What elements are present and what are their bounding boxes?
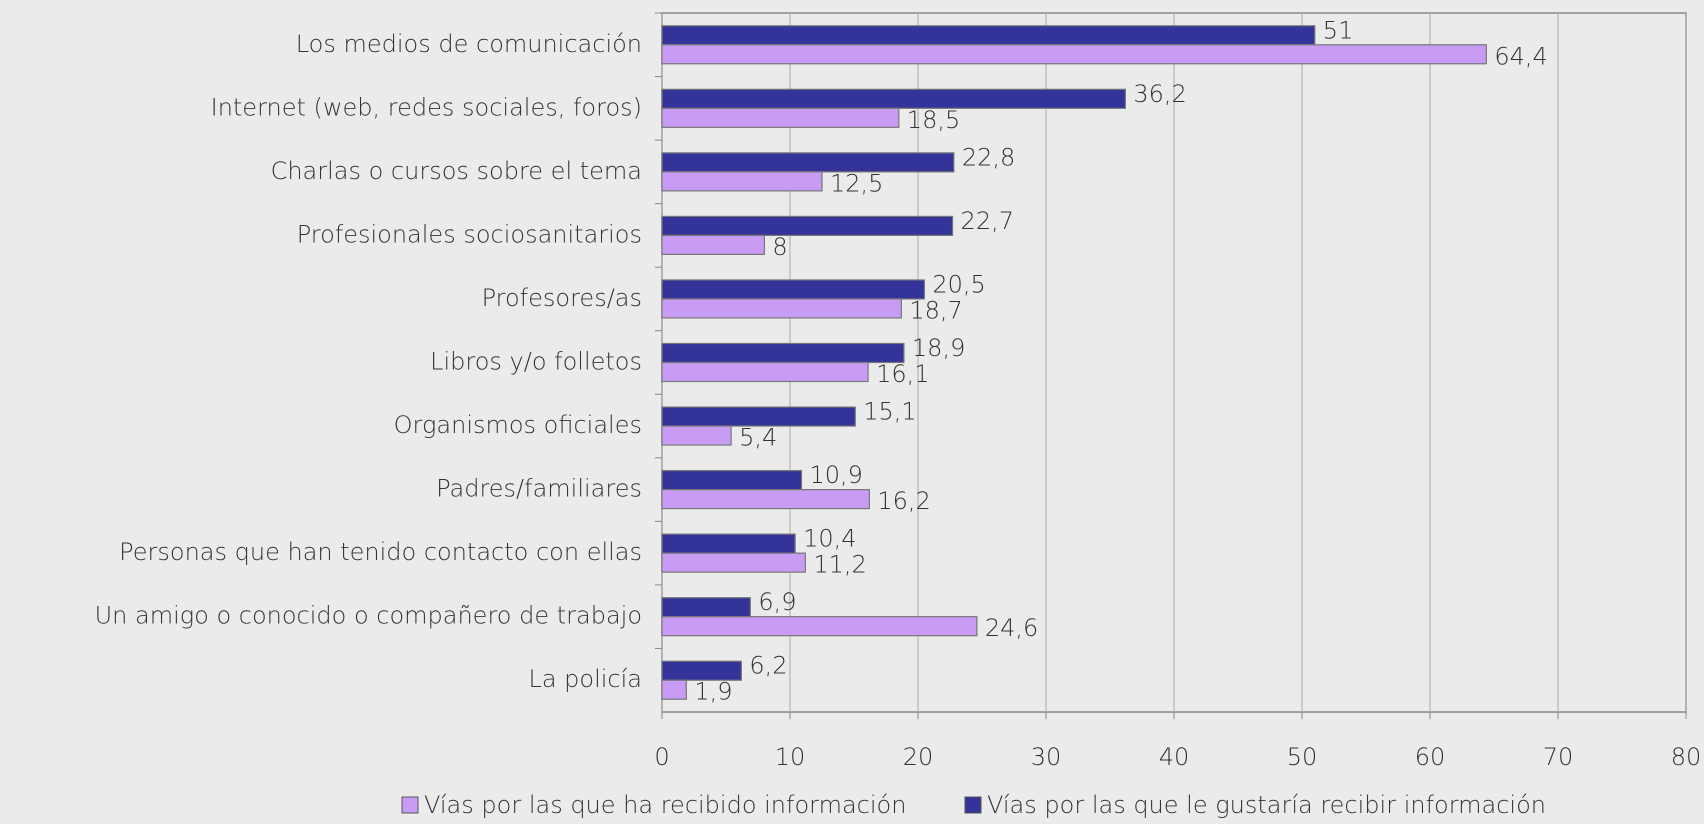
y-tick-label: Charlas o cursos sobre el tema [271, 157, 642, 185]
x-tick-label: 70 [1543, 743, 1574, 771]
bar [661, 215, 954, 237]
bar [661, 234, 766, 256]
x-tick-label: 40 [1159, 743, 1190, 771]
value-label: 20,5 [932, 270, 985, 298]
y-tick-label: Organismos oficiales [394, 411, 642, 439]
bar [661, 679, 687, 700]
y-tick-label: Personas que han tenido contacto con ell… [119, 538, 642, 566]
value-label: 24,6 [985, 614, 1038, 642]
value-label: 1,9 [694, 678, 732, 706]
value-label: 22,7 [961, 207, 1014, 235]
value-label: 6,9 [758, 588, 796, 616]
value-label: 18,5 [907, 106, 960, 134]
x-tick-label: 60 [1415, 743, 1446, 771]
legend-swatch [964, 796, 982, 814]
legend-swatch [401, 796, 419, 814]
y-tick-label: Padres/familiares [436, 475, 642, 503]
value-label: 10,9 [810, 461, 863, 489]
value-label: 16,1 [876, 360, 929, 388]
bar [661, 469, 803, 491]
x-tick-label: 10 [775, 743, 806, 771]
x-tick-label: 20 [903, 743, 934, 771]
value-label: 10,4 [803, 525, 856, 553]
bar [661, 597, 751, 618]
y-tick-label: Profesores/as [482, 284, 642, 312]
bar [661, 342, 905, 364]
bar [661, 552, 806, 573]
bar [661, 616, 978, 637]
value-label: 8 [772, 233, 787, 261]
value-label: 12,5 [830, 169, 883, 197]
value-label: 5,4 [739, 424, 777, 452]
legend-label: Vías por las que le gustaría recibir inf… [987, 791, 1546, 819]
x-tick-label: 0 [654, 743, 669, 771]
value-label: 11,2 [813, 551, 866, 579]
bar [661, 152, 955, 173]
value-label: 18,9 [912, 334, 965, 362]
bar [661, 107, 900, 128]
value-label: 16,2 [877, 487, 930, 515]
value-label: 51 [1323, 16, 1354, 44]
bar [661, 406, 856, 427]
y-tick-label: Internet (web, redes sociales, foros) [211, 93, 642, 121]
y-tick-label: Profesionales sociosanitarios [297, 220, 642, 248]
bar [661, 44, 1487, 65]
x-tick-label: 30 [1031, 743, 1062, 771]
y-tick-label: Libros y/o folletos [430, 348, 642, 376]
bar [661, 361, 869, 383]
bar [661, 25, 1316, 46]
bar [661, 279, 925, 300]
value-label: 15,1 [863, 398, 916, 426]
bar [661, 88, 1126, 109]
bar [661, 425, 732, 446]
legend-label: Vías por las que ha recibido información [424, 791, 906, 819]
x-tick-label: 80 [1671, 743, 1702, 771]
bar [661, 533, 796, 554]
value-label: 6,2 [749, 652, 787, 680]
value-label: 18,7 [909, 296, 962, 324]
value-label: 22,8 [962, 143, 1015, 171]
y-tick-label: Los medios de comunicación [296, 30, 642, 58]
bar [661, 660, 742, 681]
bar [661, 488, 870, 510]
value-label: 36,2 [1133, 80, 1186, 108]
x-tick-label: 50 [1287, 743, 1318, 771]
value-label: 64,4 [1494, 42, 1547, 70]
bar [661, 171, 823, 192]
y-tick-label: La policía [528, 665, 642, 693]
bar [661, 298, 902, 319]
y-tick-label: Un amigo o conocido o compañero de traba… [95, 602, 642, 630]
